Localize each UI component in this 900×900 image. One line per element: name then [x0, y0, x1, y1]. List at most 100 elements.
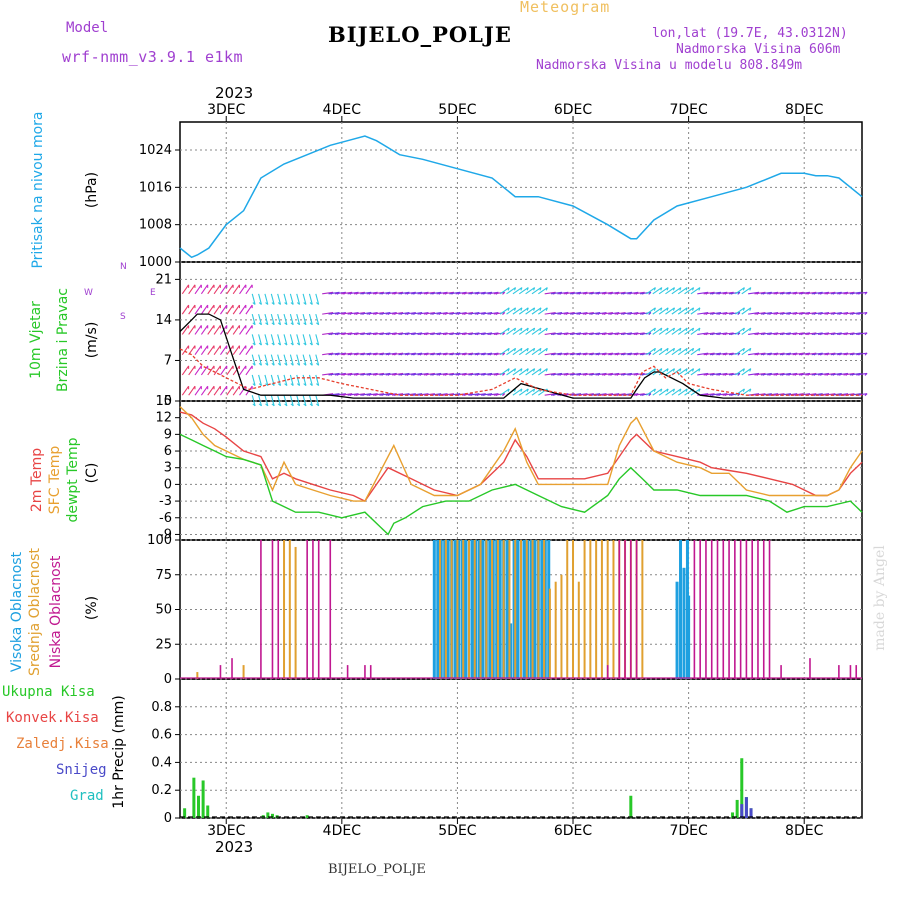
- wind-barb: [423, 332, 435, 335]
- wind-barb: [633, 312, 645, 315]
- wind-barb: [690, 327, 701, 335]
- wind-barb-head: [737, 352, 741, 356]
- wind-barb: [379, 393, 391, 396]
- precip-tick-label: 0.2: [151, 783, 172, 798]
- wind-barb: [481, 312, 493, 315]
- cloud-bar: [722, 540, 725, 679]
- wind-barb: [665, 347, 675, 356]
- wind-barb: [665, 368, 675, 376]
- wind-barb: [449, 352, 461, 356]
- wind-barb: [251, 374, 256, 386]
- wind-barb: [385, 312, 397, 315]
- wind-barb: [767, 312, 779, 315]
- wind-barb: [544, 372, 556, 376]
- wind-barb-head: [737, 373, 741, 376]
- wind-barb: [366, 312, 378, 315]
- wind-barb: [347, 332, 359, 335]
- wind-barb: [792, 352, 804, 356]
- wind-barb: [481, 393, 493, 396]
- wind-barb-head: [698, 287, 701, 291]
- wind-barb: [538, 287, 548, 295]
- wind-barb: [181, 325, 190, 335]
- wind-barb-head: [679, 348, 682, 352]
- cloud-bar: [705, 540, 707, 679]
- wind-barb: [226, 385, 234, 396]
- wind-barb: [417, 352, 429, 356]
- wind-barb: [697, 332, 709, 335]
- wind-barb: [315, 395, 320, 406]
- wind-barb: [226, 325, 234, 335]
- wind-barb: [563, 352, 575, 356]
- wind-barb: [270, 334, 275, 346]
- wind-barb: [181, 385, 190, 396]
- wind-barb-head: [296, 302, 300, 305]
- wind-barb: [735, 368, 745, 376]
- wind-barb: [849, 312, 861, 315]
- wind-barb: [538, 368, 548, 376]
- wind-barb: [455, 372, 467, 376]
- wind-barb: [792, 372, 804, 376]
- wind-barb: [341, 393, 353, 396]
- wind-barb: [499, 327, 510, 335]
- wind-barb: [849, 332, 861, 335]
- wind-barb-head: [692, 327, 695, 332]
- precip-bar: [270, 813, 274, 818]
- wind-barb: [353, 332, 365, 335]
- wind-barb-head: [666, 287, 669, 291]
- wind-barb: [671, 307, 682, 315]
- cloud-bar: [516, 540, 520, 679]
- year-bottom: 2023: [215, 838, 254, 856]
- wind-barb-head: [864, 373, 868, 376]
- wind-barb-head: [679, 388, 682, 392]
- wind-barb: [398, 291, 410, 295]
- wind-barb: [563, 312, 575, 315]
- temp-tick-label: -6: [159, 511, 172, 526]
- wind-barb-head: [526, 287, 529, 291]
- wind-barb-head: [692, 287, 695, 291]
- wind-barb: [322, 332, 334, 335]
- wind-barb: [684, 287, 694, 295]
- cloud-bar: [460, 540, 464, 679]
- wind-barb: [283, 334, 288, 346]
- wind-barb-head: [749, 348, 752, 352]
- pressure-line: [179, 135, 863, 259]
- precip-conv-label: Konvek.Kisa: [6, 710, 99, 726]
- wind-barb: [557, 312, 569, 315]
- wind-barb-head: [520, 307, 523, 311]
- wind-barb: [270, 313, 275, 325]
- cloud-bar: [675, 581, 679, 679]
- wind-barb: [296, 395, 301, 406]
- wind-barb: [716, 332, 728, 335]
- wind-barb: [525, 368, 535, 376]
- cloud-bar: [537, 540, 540, 679]
- cloud-bar: [317, 540, 320, 679]
- wind-barb-head: [507, 388, 510, 392]
- wind-barb: [627, 332, 639, 335]
- wind-barb: [474, 393, 486, 396]
- wind-barb-head: [539, 348, 542, 352]
- wind-barb-head: [520, 287, 523, 291]
- wind-barb: [289, 374, 294, 386]
- cloud-bar: [271, 540, 274, 679]
- wind-barb: [754, 332, 766, 335]
- wind-barb: [658, 347, 669, 356]
- page-title: BIJELO_POLJE: [328, 22, 512, 47]
- wind-barb: [856, 372, 868, 376]
- wind-barb: [334, 332, 346, 335]
- cloud-bar: [606, 540, 609, 679]
- top-day-label: 4DEC: [323, 102, 362, 118]
- cloud-bar: [595, 540, 598, 679]
- wind-barb-head: [864, 312, 868, 316]
- wind-barb: [487, 372, 499, 376]
- wind-barb: [487, 291, 499, 295]
- wind-barb: [767, 393, 779, 396]
- wind-barb: [353, 393, 365, 396]
- wind-barb: [481, 291, 493, 295]
- wind-barb-head: [749, 307, 752, 311]
- cloud-bar: [728, 540, 730, 679]
- wind-barb: [608, 332, 620, 335]
- wind-barb: [709, 291, 721, 295]
- cloud-bar: [456, 540, 459, 679]
- wind-barb: [550, 372, 563, 376]
- wind-barb: [589, 291, 601, 295]
